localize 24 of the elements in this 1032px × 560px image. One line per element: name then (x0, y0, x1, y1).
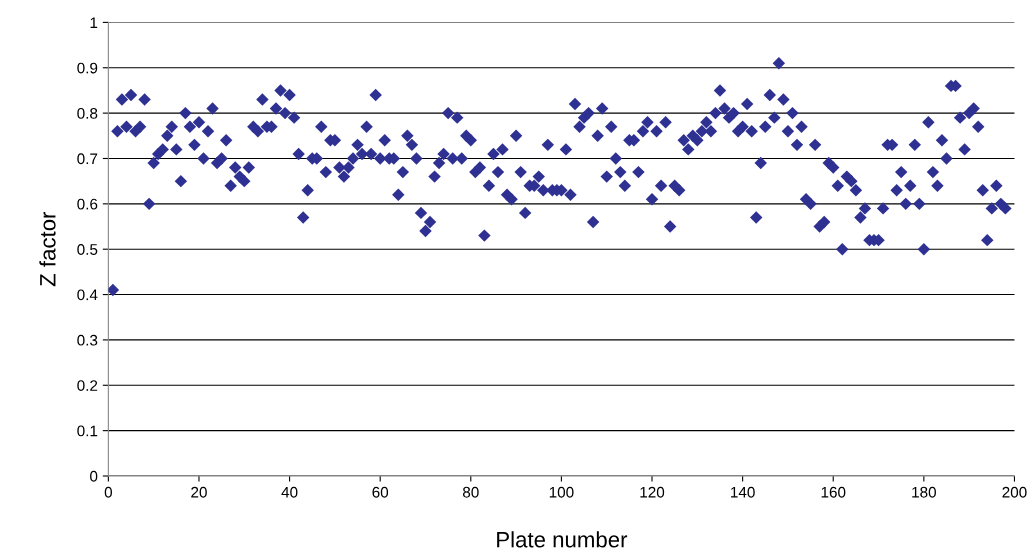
x-tick-label: 20 (191, 486, 207, 498)
x-tick-label: 100 (549, 486, 574, 498)
y-tick-label: 0.5 (77, 244, 98, 255)
y-tick-label: 0 (90, 470, 98, 482)
x-axis-title: Plate number (497, 531, 628, 548)
x-tick-label: 200 (1002, 486, 1027, 498)
x-tick-label: 140 (731, 486, 755, 498)
x-tick-label: 80 (462, 486, 479, 498)
y-tick-label: 0.7 (77, 153, 98, 165)
x-tick-label: 180 (912, 486, 936, 498)
y-tick-label: 0.9 (77, 62, 98, 74)
x-tick-label: 40 (281, 486, 298, 498)
y-tick-label: 0.8 (77, 107, 98, 119)
y-tick-label: 0.4 (77, 289, 98, 301)
x-tick-label: 60 (372, 486, 389, 498)
y-tick-label: 0.2 (77, 380, 98, 391)
y-axis-title: Z factor (39, 211, 56, 287)
y-tick-label: 0.6 (77, 198, 98, 210)
x-tick-label: 120 (640, 486, 665, 498)
x-tick-label: 0 (104, 486, 113, 498)
y-tick-label: 0.3 (77, 334, 98, 346)
y-tick-label: 1 (90, 17, 98, 28)
y-tick-label: 0.1 (77, 425, 98, 437)
x-tick-label: 160 (821, 486, 846, 498)
